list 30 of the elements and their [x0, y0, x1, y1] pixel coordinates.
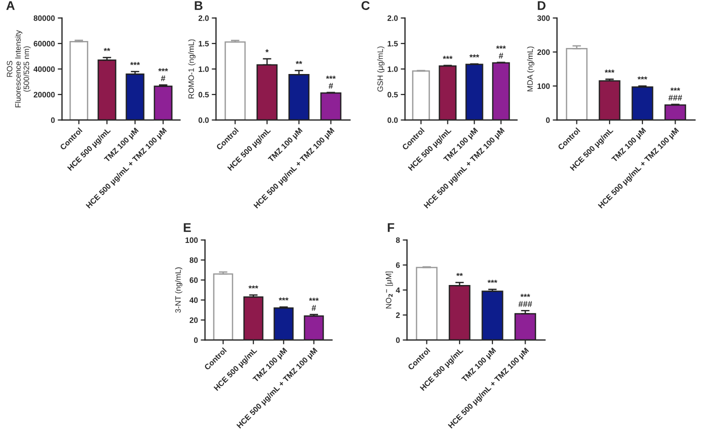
bar: [566, 48, 588, 120]
annotation: *** #: [158, 68, 168, 82]
annotation: ***: [442, 56, 453, 59]
bar: [412, 70, 430, 120]
annotation: *** ###: [668, 88, 682, 101]
annotation: *** #: [309, 298, 319, 311]
bar: [70, 40, 88, 120]
chart-title: A: [6, 1, 15, 10]
annotation: ***: [130, 62, 140, 66]
annotation: **: [296, 60, 302, 64]
annotation: *** #: [496, 46, 506, 59]
annotation: *: [265, 49, 269, 52]
bar: [416, 266, 438, 340]
annotation: *** #: [326, 76, 336, 89]
annotation: ***: [638, 76, 648, 80]
annotation: ***: [248, 285, 258, 289]
annotation: **: [104, 48, 110, 52]
chart-title: F: [388, 223, 394, 232]
annotation: ***: [488, 280, 498, 283]
annotation: *** ###: [518, 294, 532, 307]
chart-title: C: [362, 1, 370, 10]
annotation: ***: [469, 54, 480, 58]
chart-title: D: [538, 1, 546, 10]
annotation: ***: [604, 70, 614, 73]
chart-title: B: [194, 1, 202, 10]
bar: [224, 41, 246, 120]
bar: [213, 273, 234, 340]
annotation: **: [456, 272, 463, 276]
chart-title: E: [184, 223, 191, 232]
annotation: ***: [278, 297, 288, 301]
